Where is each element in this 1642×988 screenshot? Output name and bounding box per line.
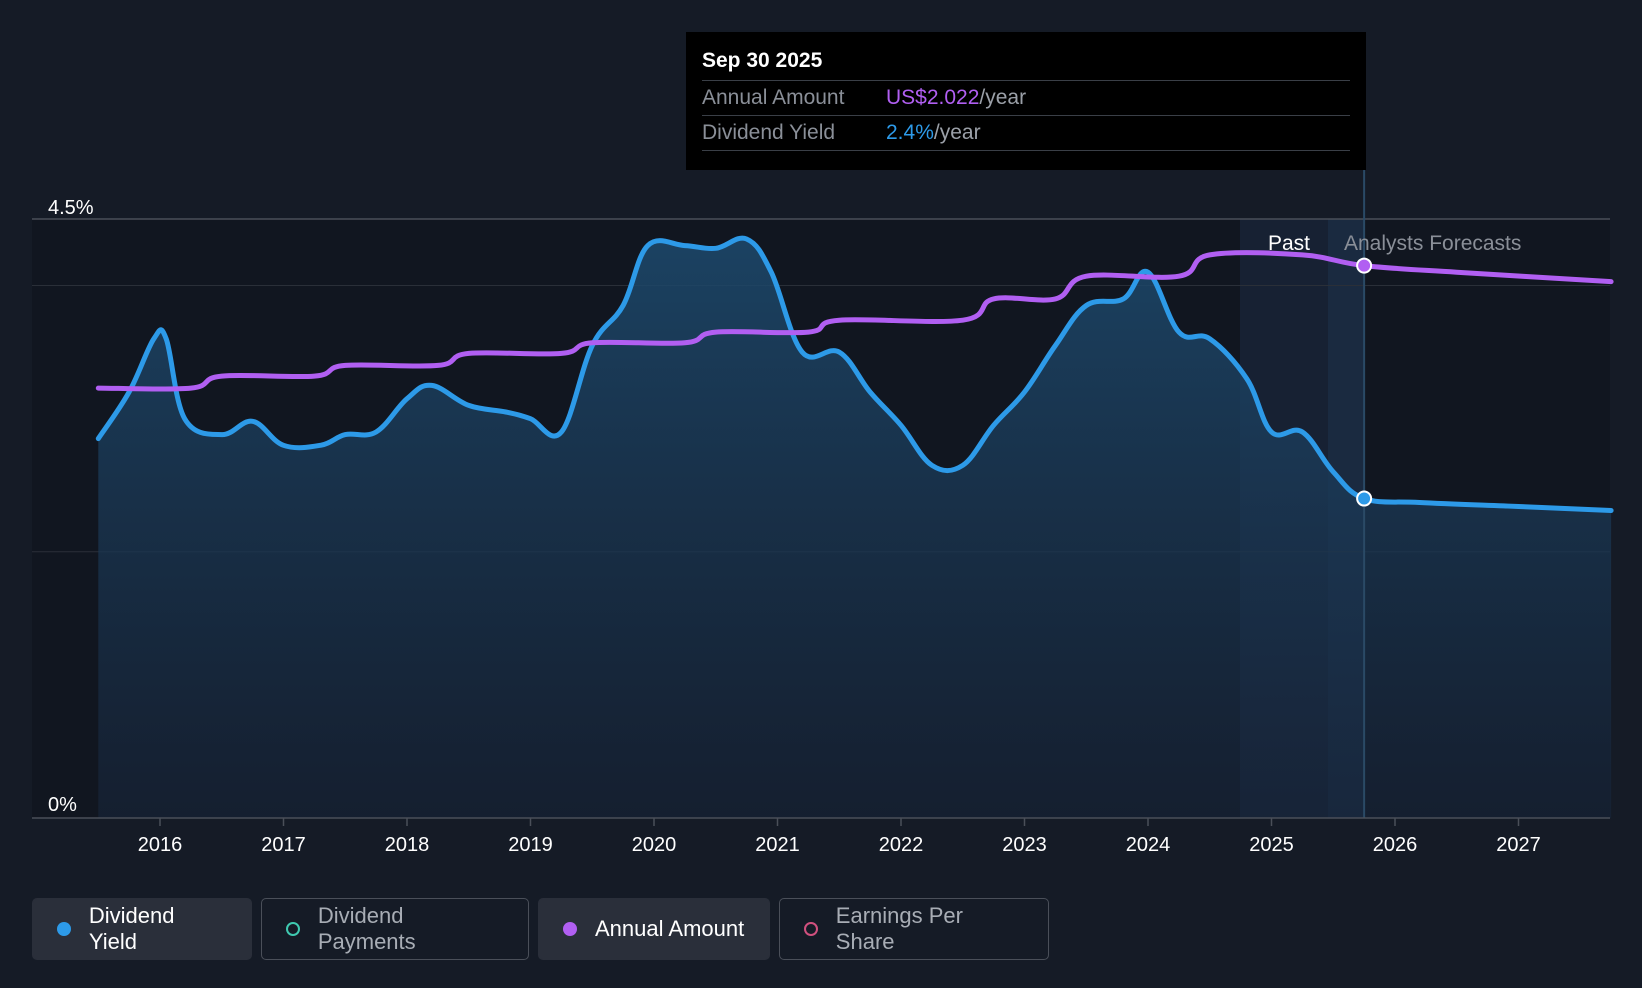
tooltip-date: Sep 30 2025 — [702, 49, 823, 72]
x-tick-label-2026: 2026 — [1373, 834, 1418, 856]
dividend-yield-line — [95, 235, 1614, 513]
annual-amount-line — [95, 250, 1614, 392]
legend-dividend-yield-button[interactable]: Dividend Yield — [32, 898, 252, 960]
x-tick-label-2027: 2027 — [1496, 834, 1541, 856]
dividend-payments-ring-icon — [286, 922, 300, 936]
legend-dividend-yield-label: Dividend Yield — [88, 903, 175, 954]
legend-annual-amount-button[interactable]: Annual Amount — [538, 898, 770, 960]
x-tick-label-2016: 2016 — [138, 834, 183, 856]
tooltip-annual-amount-label: Annual Amount — [702, 86, 845, 109]
x-tick-label-2023: 2023 — [1002, 834, 1047, 856]
x-tick-label-2024: 2024 — [1126, 834, 1171, 856]
x-tick-label-2017: 2017 — [261, 834, 306, 856]
x-tick-label-2021: 2021 — [755, 834, 800, 856]
x-tick-label-2022: 2022 — [879, 834, 924, 856]
tooltip-row-annual-amount: Annual Amount US$2.022 /year — [702, 80, 1350, 115]
tooltip-annual-amount-value: US$2.022 — [886, 86, 980, 109]
tooltip-annual-amount-unit: /year — [979, 86, 1027, 109]
legend-earnings-per-share-label: Earnings Per Share — [835, 903, 963, 954]
x-tick-label-2019: 2019 — [508, 834, 553, 856]
analysts-forecasts-label: Analysts Forecasts — [1344, 232, 1521, 255]
legend-dividend-payments-button[interactable]: Dividend Payments — [261, 898, 529, 960]
dividend-yield-dot-icon — [57, 922, 71, 936]
tooltip-dividend-yield-unit: /year — [933, 121, 981, 144]
past-label: Past — [1268, 232, 1310, 255]
y-axis-label-0: 4.5% — [48, 197, 94, 219]
x-tick-label-2018: 2018 — [385, 834, 430, 856]
chart-legend: Dividend Yield Dividend Payments Annual … — [32, 898, 1049, 960]
annual-amount-dot-icon — [563, 922, 577, 936]
tooltip-dividend-yield-value: 2.4% — [886, 121, 934, 144]
annual-amount-marker — [1356, 257, 1373, 274]
x-tick-label-2025: 2025 — [1249, 834, 1294, 856]
earnings-per-share-ring-icon — [804, 922, 818, 936]
x-tick-label-2020: 2020 — [632, 834, 677, 856]
dividend-yield-area — [98, 238, 1612, 818]
legend-dividend-payments-label: Dividend Payments — [317, 903, 416, 954]
dividend-yield-marker — [1356, 490, 1373, 507]
legend-annual-amount-label: Annual Amount — [595, 916, 745, 941]
tooltip-dividend-yield-label: Dividend Yield — [702, 121, 836, 144]
y-axis-label-1: 0% — [48, 794, 77, 816]
chart-tooltip: Sep 30 2025 Annual Amount US$2.022 /year… — [686, 32, 1366, 170]
tooltip-row-dividend-yield: Dividend Yield 2.4% /year — [702, 115, 1350, 151]
legend-earnings-per-share-button[interactable]: Earnings Per Share — [779, 898, 1049, 960]
